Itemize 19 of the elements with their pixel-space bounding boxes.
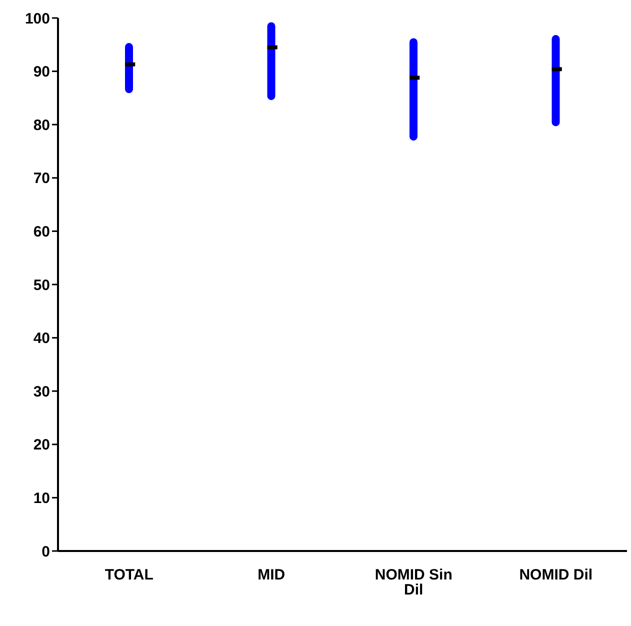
bar xyxy=(552,35,560,126)
y-tick-label: 20 xyxy=(33,436,50,454)
bar xyxy=(410,38,418,141)
y-tick-label: 10 xyxy=(33,490,50,508)
y-tick-label: 0 xyxy=(42,543,50,560)
y-tick-label: 90 xyxy=(33,64,50,81)
y-tick-label: 100 xyxy=(24,10,50,28)
x-tick-label: NOMID Dil xyxy=(519,566,593,584)
x-tick-label: NOMID Sin Dil xyxy=(374,566,452,599)
y-tick-label: 50 xyxy=(33,276,50,294)
x-tick-label: TOTAL xyxy=(104,566,154,584)
bar xyxy=(267,22,276,100)
y-tick-label: 30 xyxy=(33,383,50,400)
y-tick-label: 70 xyxy=(33,170,50,188)
y-tick-label: 80 xyxy=(33,116,50,134)
y-tick-label: 60 xyxy=(33,224,50,241)
x-tick-label: MID xyxy=(258,566,286,584)
y-tick-label: 40 xyxy=(33,330,50,348)
bar xyxy=(125,43,133,94)
